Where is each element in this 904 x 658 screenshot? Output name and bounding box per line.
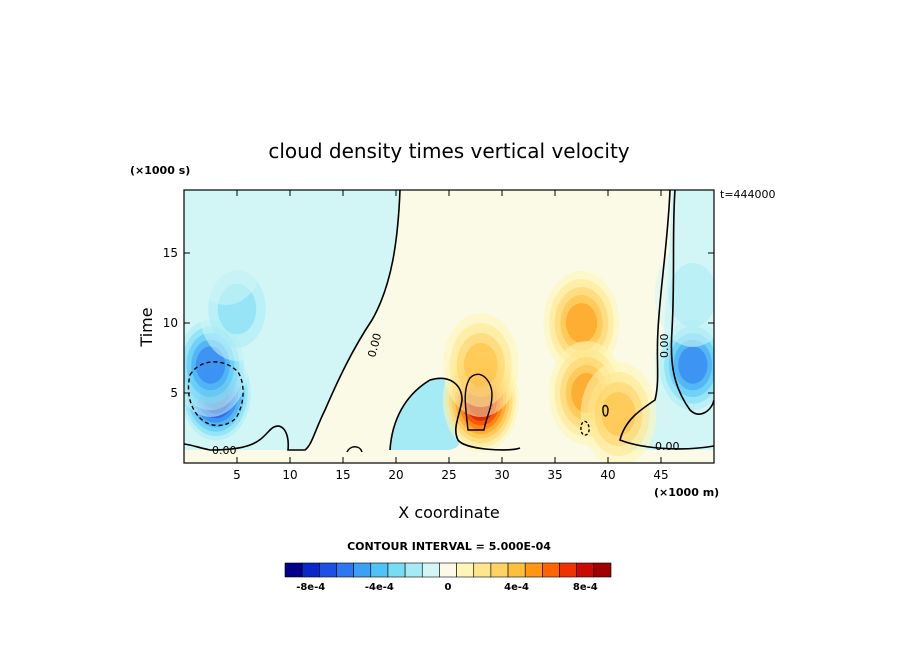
colorbar-tick-label-4: 8e-4 xyxy=(573,582,598,593)
x-tick-label-6: 35 xyxy=(547,468,562,482)
colorbar-swatch-0 xyxy=(284,562,303,578)
field-blob-8-level-4 xyxy=(601,392,636,436)
x-tick-label-4: 25 xyxy=(441,468,456,482)
colorbar: -8e-4 -4e-4 0 4e-4 8e-4 xyxy=(284,562,612,593)
contour-fill-layer xyxy=(184,190,714,463)
colorbar-swatch-4 xyxy=(353,562,372,578)
x-tick-label-3: 20 xyxy=(388,468,403,482)
contour-interval-text: CONTOUR INTERVAL = 5.000E-04 xyxy=(347,540,551,553)
region-bottom-strip xyxy=(184,450,714,463)
contour-label-4: 0.00 xyxy=(655,440,680,453)
small-contour-a xyxy=(602,404,609,417)
y-tick-label-0: 5 xyxy=(170,386,178,400)
colorbar-tick-label-1: -4e-4 xyxy=(365,582,394,593)
x-tick-label-7: 40 xyxy=(600,468,615,482)
x-axis-label: X coordinate xyxy=(398,503,499,522)
x-tick-label-5: 30 xyxy=(494,468,509,482)
y-axis-label: Time xyxy=(137,307,156,347)
colorbar-swatch-16 xyxy=(559,562,577,578)
positive-contour-peak xyxy=(464,373,493,431)
contour-label-2: 0.00 xyxy=(658,334,671,359)
field-blob-1-level-6 xyxy=(195,346,226,384)
contour-label-3: 0.00 xyxy=(212,444,237,457)
colorbar-tick-label-0: -8e-4 xyxy=(296,582,325,593)
colorbar-tick-label-3: 4e-4 xyxy=(504,582,529,593)
contour-line-layer xyxy=(184,190,714,453)
colorbar-swatch-8 xyxy=(421,562,440,578)
field-blob-3-level-1 xyxy=(188,201,265,305)
axis-ticks: 5 10 15 20 25 30 35 40 45 5 10 15 xyxy=(163,190,714,482)
colorbar-swatch-11 xyxy=(473,562,492,578)
chart-title: cloud density times vertical velocity xyxy=(268,139,629,163)
colorbar-tick-label-2: 0 xyxy=(445,582,452,593)
zero-contour-right-edge xyxy=(670,190,714,415)
zero-contour-right xyxy=(619,190,714,450)
x-tick-label-0: 5 xyxy=(233,468,241,482)
x-tick-label-8: 45 xyxy=(653,468,668,482)
small-contour-b xyxy=(580,420,590,436)
field-blob-9-level-6 xyxy=(678,346,708,384)
colorbar-swatch-2 xyxy=(319,562,337,578)
y-tick-label-2: 15 xyxy=(163,246,178,260)
colorbar-swatch-7 xyxy=(404,562,423,578)
y-unit-label: (×1000 s) xyxy=(130,164,190,177)
colorbar-swatch-12 xyxy=(490,562,509,578)
negative-contour-left xyxy=(187,361,244,427)
contour-label-1: 0.00 xyxy=(365,332,384,359)
zero-contour-mid xyxy=(389,377,521,451)
field-blob-6-level-5 xyxy=(565,303,598,343)
timestamp-label: t=444000 xyxy=(720,188,776,201)
colorbar-swatch-5 xyxy=(370,562,389,578)
colorbar-swatch-15 xyxy=(542,562,560,578)
zero-contour-left xyxy=(184,190,401,451)
field-blob-10-level-2 xyxy=(668,263,714,327)
colorbar-swatch-10 xyxy=(456,562,475,578)
colorbar-swatch-3 xyxy=(336,562,354,578)
colorbar-swatch-14 xyxy=(524,562,543,578)
colorbar-swatch-1 xyxy=(301,562,320,578)
colorbar-swatch-6 xyxy=(387,562,406,578)
colorbar-swatch-17 xyxy=(576,562,595,578)
y-tick-label-1: 10 xyxy=(163,316,178,330)
x-tick-label-2: 15 xyxy=(335,468,350,482)
colorbar-swatch-18 xyxy=(593,562,612,578)
small-contour-c xyxy=(346,446,363,453)
x-unit-label: (×1000 m) xyxy=(654,486,719,499)
colorbar-swatch-9 xyxy=(439,562,457,578)
colorbar-swatch-13 xyxy=(507,562,526,578)
x-tick-label-1: 10 xyxy=(282,468,297,482)
